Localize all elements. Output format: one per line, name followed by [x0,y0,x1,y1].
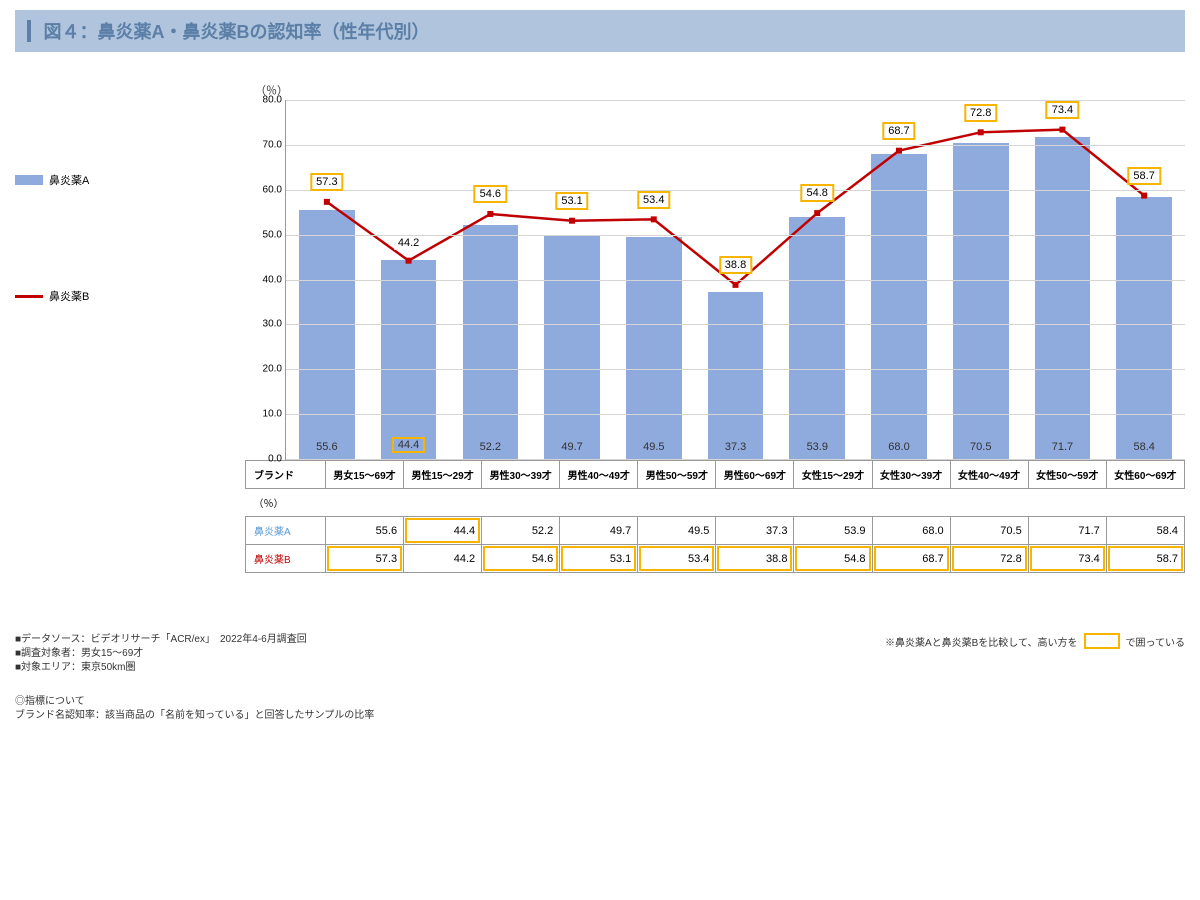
line-value-label: 54.6 [474,185,507,203]
table-cell: 54.6 [482,545,560,573]
table-header: 男性60～69才 [716,461,794,489]
table-header: 女性60～69才 [1106,461,1184,489]
table-cell: 68.7 [872,545,950,573]
bar: 49.5 [626,237,682,459]
footer: ■データソース：ビデオリサーチ「ACR/ex」 2022年4-6月調査回■調査対… [15,633,1185,723]
legend-label-a: 鼻炎薬A [49,172,89,188]
legend: 鼻炎薬A 鼻炎薬B [15,82,245,404]
line-value-label: 58.7 [1127,167,1160,185]
line-value-label: 38.8 [719,256,752,274]
table-cell: 68.0 [872,517,950,545]
table-header: 女性40～49才 [950,461,1028,489]
table-cell: 53.4 [638,545,716,573]
line-value-label: 53.1 [555,192,588,210]
bar: 44.4 [381,260,437,459]
table-cell: 72.8 [950,545,1028,573]
bar: 52.2 [463,225,519,459]
table-cell: 53.9 [794,517,872,545]
table-header: 男性15～29才 [404,461,482,489]
table-cell: 38.8 [716,545,794,573]
table-cell: 37.3 [716,517,794,545]
legend-item-b: 鼻炎薬B [15,288,245,304]
bar: 58.4 [1116,197,1172,459]
highlight-box-sample [1084,633,1120,649]
bar: 49.7 [544,236,600,459]
table-header: 男性50～59才 [638,461,716,489]
table-cell: 57.3 [326,545,404,573]
table-cell: 58.7 [1106,545,1184,573]
page-title: 図４：鼻炎薬A・鼻炎薬Bの認知率（性年代別） [43,22,429,42]
line-value-label: 68.7 [882,122,915,140]
bar: 37.3 [708,292,764,459]
title-accent [27,20,31,42]
highlight-legend: ※鼻炎薬Aと鼻炎薬Bを比較して、高い方を で囲っている [885,633,1185,649]
y-unit-label: （％） [255,82,1185,98]
table-cell: 53.1 [560,545,638,573]
table-cell: 49.5 [638,517,716,545]
legend-label-b: 鼻炎薬B [49,288,89,304]
bar-value-label: 70.5 [953,441,1009,453]
table-cell: 44.2 [404,545,482,573]
bar-value-label: 53.9 [789,441,845,453]
line-value-label: 53.4 [637,191,670,209]
table-cell: 55.6 [326,517,404,545]
table-header: 女性50～59才 [1028,461,1106,489]
legend-item-a: 鼻炎薬A [15,172,245,188]
bar-value-label: 55.6 [299,441,355,453]
table-cell: 44.4 [404,517,482,545]
footer-line: ■調査対象者：男女15～69才 [15,647,307,661]
y-tick: 40.0 [248,274,282,285]
table-header: 男性30～39才 [482,461,560,489]
y-tick: 10.0 [248,409,282,420]
table-cell: 70.5 [950,517,1028,545]
footer-line: ブランド名認知率：該当商品の「名前を知っている」と回答したサンプルの比率 [15,709,1185,723]
data-table: ブランド男女15～69才男性15～29才男性30～39才男性40～49才男性50… [245,460,1185,573]
y-tick: 70.0 [248,139,282,150]
table-header: 女性15～29才 [794,461,872,489]
bar-value-label: 52.2 [463,441,519,453]
y-tick: 80.0 [248,95,282,106]
footer-line: ■データソース：ビデオリサーチ「ACR/ex」 2022年4-6月調査回 [15,633,307,647]
y-tick: 60.0 [248,184,282,195]
line-value-label: 73.4 [1046,101,1079,119]
bar: 55.6 [299,210,355,460]
table-cell: 71.7 [1028,517,1106,545]
table-header: 男性40～49才 [560,461,638,489]
bar-value-label: 58.4 [1116,441,1172,453]
y-tick: 30.0 [248,319,282,330]
legend-swatch-bar [15,175,43,185]
table-row-label: 鼻炎薬A [246,517,326,545]
footer-line: ■対象エリア：東京50km圏 [15,661,307,675]
bar-value-label: 37.3 [708,441,764,453]
table-cell: 58.4 [1106,517,1184,545]
highlight-note-pre: ※鼻炎薬Aと鼻炎薬Bを比較して、高い方を [885,634,1078,649]
bar-value-label: 68.0 [871,441,927,453]
title-bar: 図４：鼻炎薬A・鼻炎薬Bの認知率（性年代別） [15,10,1185,52]
table-header: 女性30～39才 [872,461,950,489]
legend-swatch-line [15,295,43,298]
line-value-label: 54.8 [801,184,834,202]
chart-area: 鼻炎薬A 鼻炎薬B （％） 55.6 44.4 52.2 49.7 49.5 37.3 53… [15,82,1185,460]
line-value-label: 72.8 [964,104,997,122]
table-cell: 54.8 [794,545,872,573]
y-tick: 50.0 [248,229,282,240]
bar: 71.7 [1035,137,1091,459]
table-cell: 73.4 [1028,545,1106,573]
line-value-label: 57.3 [310,173,343,191]
plot: 55.6 44.4 52.2 49.7 49.5 37.3 53.9 68.0 70.5 71.7… [285,100,1185,460]
bar: 53.9 [789,217,845,459]
bar-value-label: 44.4 [381,437,437,453]
bar-value-label: 71.7 [1035,441,1091,453]
line-value-label: 44.2 [394,236,423,250]
highlight-note-post: で囲っている [1126,634,1186,649]
y-tick: 20.0 [248,364,282,375]
footer-line: ◎指標について [15,695,1185,709]
bar-value-label: 49.7 [544,441,600,453]
table-cell: 52.2 [482,517,560,545]
table-header: ブランド [246,461,326,489]
table-header: 男女15～69才 [326,461,404,489]
bar-value-label: 49.5 [626,441,682,453]
table-row-label: 鼻炎薬B [246,545,326,573]
table-cell: 49.7 [560,517,638,545]
